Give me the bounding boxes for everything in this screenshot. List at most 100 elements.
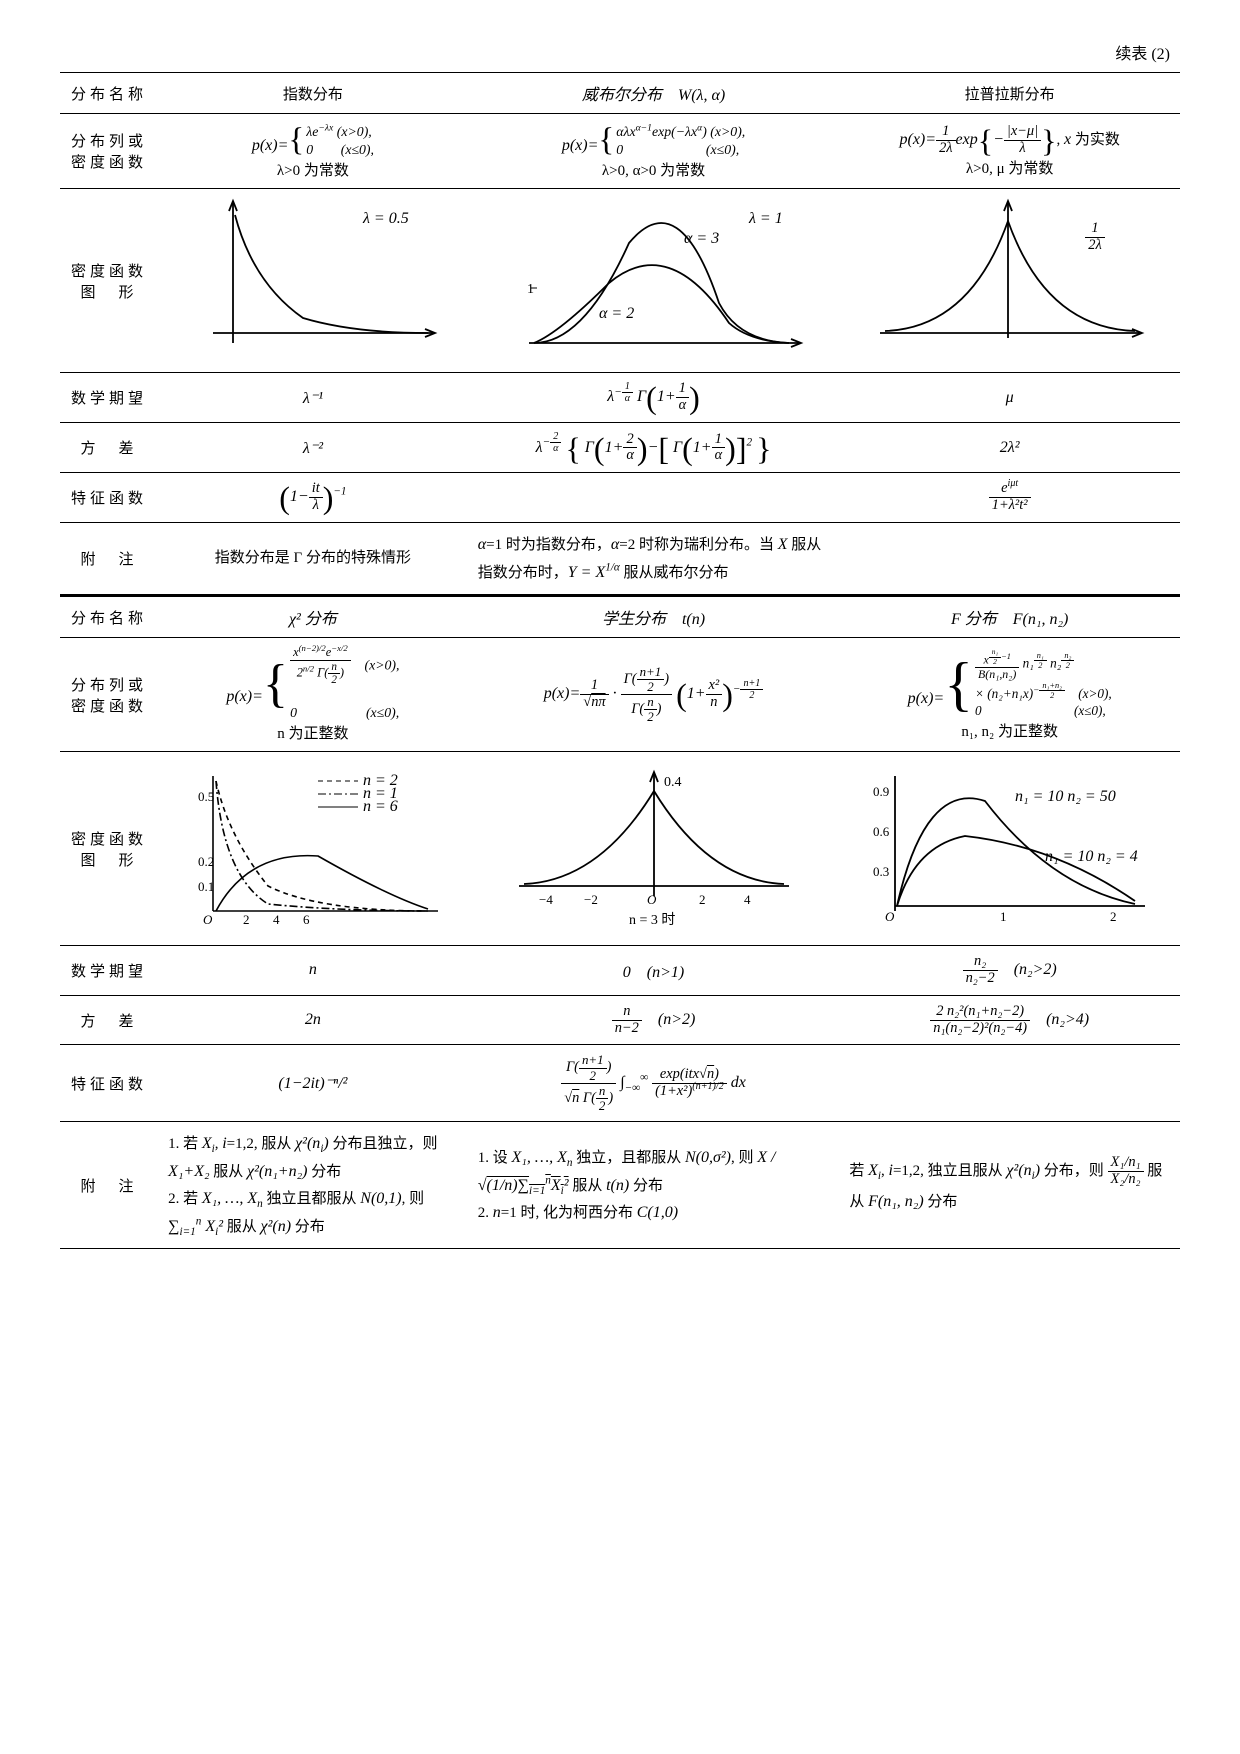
density-chi2: p(x)={ x(n−2)/2e−x/22n/2 Γ(n2) (x>0), 0 … xyxy=(158,638,468,752)
name-t: 学生分布 t(n) xyxy=(468,596,840,638)
char-weibull xyxy=(468,473,840,523)
graph-weibull: 1 λ = 1 α = 3 α = 2 xyxy=(468,189,840,373)
density-f-cond: n₁, n₂ 为正整数 xyxy=(961,724,1058,740)
svg-text:O: O xyxy=(885,909,895,924)
svg-text:0.3: 0.3 xyxy=(873,864,889,879)
char-exp: (1−itλ)−1 xyxy=(158,473,468,523)
density-f: p(x)={ xn₁2−1B(n₁,n₂) n₁n₁2 n₂n₂2 × (n₂+… xyxy=(839,638,1180,752)
density-exp: p(x)={λe−λx (x>0),0 (x≤0), λ>0 为常数 xyxy=(158,114,468,189)
density-weibull-cond: λ>0, α>0 为常数 xyxy=(602,163,705,179)
svg-text:0.4: 0.4 xyxy=(664,775,682,790)
label-graph-b: 密度函数图 形 xyxy=(60,752,158,946)
label-name-b: 分布名称 xyxy=(60,596,158,638)
svg-text:1: 1 xyxy=(1000,909,1007,924)
graph-chi2: 0.5 0.2 0.1 O 246 n = 2 n = 1 n = 6 xyxy=(158,752,468,946)
mean-t: 0 (n>1) xyxy=(468,946,840,996)
name-exp: 指数分布 xyxy=(158,73,468,114)
note-chi2: 1. 若 Xi, i=1,2, 服从 χ²(ni) 分布且独立，则 X₁+X₂ … xyxy=(158,1122,468,1249)
label-var: 方 差 xyxy=(60,423,158,473)
mean-exp: λ⁻¹ xyxy=(158,373,468,423)
svg-text:O: O xyxy=(647,892,657,907)
note-laplace xyxy=(839,523,1180,596)
continuation-label: 续表 (2) xyxy=(60,40,1180,64)
svg-text:n₁ = 10 n₂ = 4: n₁ = 10 n₂ = 4 xyxy=(1045,848,1138,865)
row-var-bot: 方 差 2n nn−2 (n>2) 2 n₂²(n₁+n₂−2)n₁(n₂−2)… xyxy=(60,995,1180,1045)
row-name-top: 分布名称 指数分布 威布尔分布 W(λ, α) 拉普拉斯分布 xyxy=(60,73,1180,114)
name-laplace: 拉普拉斯分布 xyxy=(839,73,1180,114)
svg-text:2: 2 xyxy=(699,892,706,907)
svg-text:0.2: 0.2 xyxy=(198,854,214,869)
var-chi2: 2n xyxy=(158,995,468,1045)
name-chi2: χ² 分布 xyxy=(158,596,468,638)
svg-text:2: 2 xyxy=(1110,909,1117,924)
label-char-b: 特征函数 xyxy=(60,1045,158,1122)
char-f xyxy=(839,1045,1180,1122)
row-name-bot: 分布名称 χ² 分布 学生分布 t(n) F 分布 F(n₁, n₂) xyxy=(60,596,1180,638)
label-var-b: 方 差 xyxy=(60,995,158,1045)
var-laplace: 2λ² xyxy=(839,423,1180,473)
svg-text:0.1: 0.1 xyxy=(198,879,214,894)
row-var-top: 方 差 λ⁻² λ−2α { Γ(1+2α)−[ Γ(1+1α)]2 } 2λ² xyxy=(60,423,1180,473)
label-density: 分布列或密度函数 xyxy=(60,114,158,189)
svg-text:0.5: 0.5 xyxy=(198,789,214,804)
svg-text:4: 4 xyxy=(744,892,751,907)
svg-text:6: 6 xyxy=(303,912,310,927)
row-char-bot: 特征函数 (1−2it)⁻ⁿ/² Γ(n+12)√n Γ(n2) ∫−∞∞ ex… xyxy=(60,1045,1180,1122)
svg-text:2: 2 xyxy=(243,912,250,927)
mean-f: n₂n₂−2 (n₂>2) xyxy=(839,946,1180,996)
row-graph-top: 密度函数图 形 λ = 0.5 1 λ = 1 α = 3 α = 2 xyxy=(60,189,1180,373)
row-mean-top: 数学期望 λ⁻¹ λ−1α Γ(1+1α) μ xyxy=(60,373,1180,423)
label-note-b: 附 注 xyxy=(60,1122,158,1249)
svg-text:−2: −2 xyxy=(584,892,598,907)
svg-text:O: O xyxy=(203,912,213,927)
density-exp-cond: λ>0 为常数 xyxy=(277,163,349,179)
note-exp: 指数分布是 Γ 分布的特殊情形 xyxy=(158,523,468,596)
graph-laplace: 12λ xyxy=(839,189,1180,373)
label-graph: 密度函数图 形 xyxy=(60,189,158,373)
svg-text:n = 3 时: n = 3 时 xyxy=(629,912,675,928)
mean-weibull: λ−1α Γ(1+1α) xyxy=(468,373,840,423)
var-weibull: λ−2α { Γ(1+2α)−[ Γ(1+1α)]2 } xyxy=(468,423,840,473)
var-f: 2 n₂²(n₁+n₂−2)n₁(n₂−2)²(n₂−4) (n₂>4) xyxy=(839,995,1180,1045)
char-chi2: (1−2it)⁻ⁿ/² xyxy=(158,1045,468,1122)
graph-exp: λ = 0.5 xyxy=(158,189,468,373)
density-weibull: p(x)={αλxα−1exp(−λxα) (x>0),0 (x≤0), λ>0… xyxy=(468,114,840,189)
row-graph-bot: 密度函数图 形 0.5 0.2 0.1 O 246 n = 2 n = 1 n … xyxy=(60,752,1180,946)
svg-text:−4: −4 xyxy=(539,892,553,907)
svg-text:λ = 1: λ = 1 xyxy=(748,210,783,227)
svg-text:α = 3: α = 3 xyxy=(684,230,719,247)
note-t: 1. 设 X₁, …, Xn 独立，且都服从 N(0,σ²), 则 X / √(… xyxy=(468,1122,840,1249)
density-laplace-cond: λ>0, μ 为常数 xyxy=(966,161,1054,177)
row-density-top: 分布列或密度函数 p(x)={λe−λx (x>0),0 (x≤0), λ>0 … xyxy=(60,114,1180,189)
char-laplace: eiμt1+λ²t² xyxy=(839,473,1180,523)
density-laplace: p(x)=12λexp{−|x−μ|λ}, x 为实数 λ>0, μ 为常数 xyxy=(839,114,1180,189)
note-weibull: α=1 时为指数分布，α=2 时称为瑞利分布。当 X 服从指数分布时，Y = X… xyxy=(468,523,840,596)
row-char-top: 特征函数 (1−itλ)−1 eiμt1+λ²t² xyxy=(60,473,1180,523)
svg-text:4: 4 xyxy=(273,912,280,927)
svg-text:0.9: 0.9 xyxy=(873,784,889,799)
distributions-table: 分布名称 指数分布 威布尔分布 W(λ, α) 拉普拉斯分布 分布列或密度函数 … xyxy=(60,72,1180,1249)
svg-text:1: 1 xyxy=(527,282,534,297)
name-f: F 分布 F(n₁, n₂) xyxy=(839,596,1180,638)
row-density-bot: 分布列或密度函数 p(x)={ x(n−2)/2e−x/22n/2 Γ(n2) … xyxy=(60,638,1180,752)
graph-t: 0.4 −4 −2 O 2 4 n = 3 时 xyxy=(468,752,840,946)
mean-chi2: n xyxy=(158,946,468,996)
label-mean: 数学期望 xyxy=(60,373,158,423)
var-exp: λ⁻² xyxy=(158,423,468,473)
graph-f: 0.9 0.6 0.3 O 1 2 n₁ = 10 n₂ = 50 n₁ = 10… xyxy=(839,752,1180,946)
row-note-bot: 附 注 1. 若 Xi, i=1,2, 服从 χ²(ni) 分布且独立，则 X₁… xyxy=(60,1122,1180,1249)
label-note: 附 注 xyxy=(60,523,158,596)
row-mean-bot: 数学期望 n 0 (n>1) n₂n₂−2 (n₂>2) xyxy=(60,946,1180,996)
char-t: Γ(n+12)√n Γ(n2) ∫−∞∞ exp(itx√n)(1+x²)(n+… xyxy=(468,1045,840,1122)
svg-text:n₁ = 10 n₂ = 50: n₁ = 10 n₂ = 50 xyxy=(1015,788,1116,805)
density-chi2-cond: n 为正整数 xyxy=(277,726,348,742)
note-f: 若 Xi, i=1,2, 独立且服从 χ²(ni) 分布，则 X₁/n₁X₂/n… xyxy=(839,1122,1180,1249)
label-name: 分布名称 xyxy=(60,73,158,114)
label-char: 特征函数 xyxy=(60,473,158,523)
var-t: nn−2 (n>2) xyxy=(468,995,840,1045)
svg-text:0.6: 0.6 xyxy=(873,824,890,839)
mean-laplace: μ xyxy=(839,373,1180,423)
name-weibull: 威布尔分布 W(λ, α) xyxy=(468,73,840,114)
density-t: p(x)=1√nπ · Γ(n+12)Γ(n2) (1+x²n)−n+12 xyxy=(468,638,840,752)
svg-text:α = 2: α = 2 xyxy=(599,305,634,322)
